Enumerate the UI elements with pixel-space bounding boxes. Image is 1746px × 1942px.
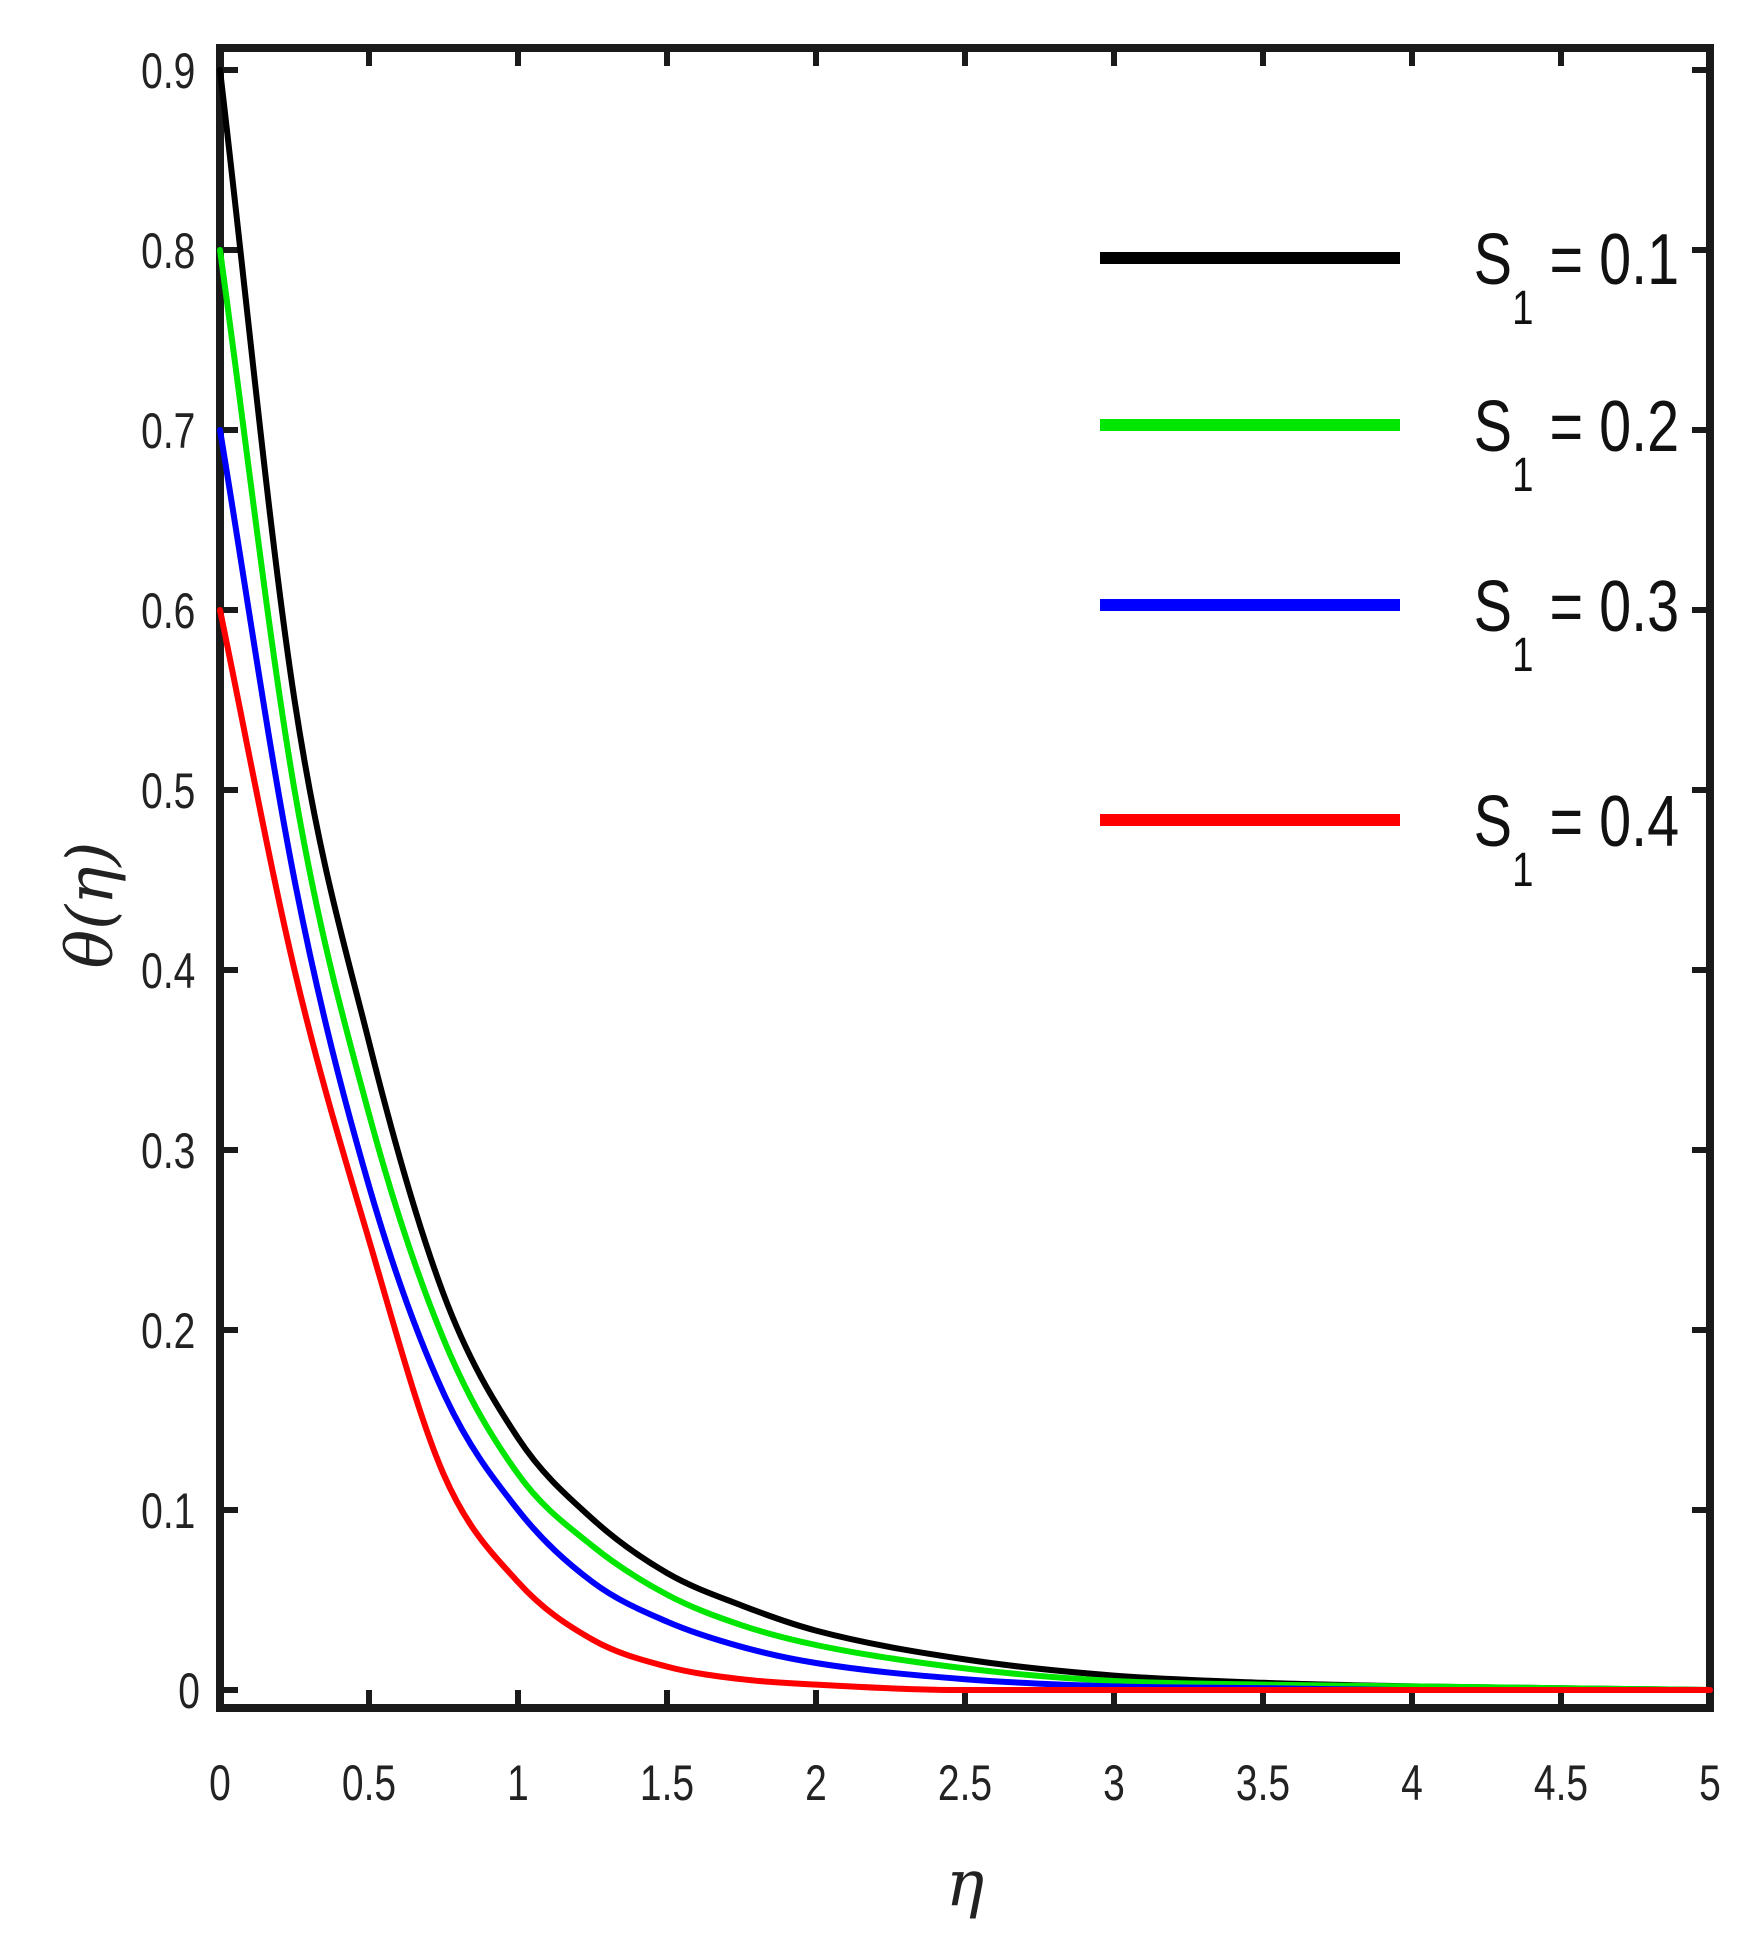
series-line-2 (217, 247, 1713, 1693)
x-tick-label: 1 (507, 1754, 529, 1811)
y-ticks: 0 0.1 0.2 0.3 0.4 0.5 0.6 0.7 0.8 0.9 (141, 42, 1710, 1719)
y-tick-label: 0.4 (141, 942, 195, 999)
plot-frame (216, 44, 1714, 1712)
x-tick-label: 0 (209, 1754, 231, 1811)
legend-label-4: S1 = 0.4 (1474, 781, 1679, 897)
x-tick-label: 5 (1699, 1754, 1721, 1811)
legend-label-3: S1 = 0.3 (1474, 566, 1679, 682)
legend: S1 = 0.1 S1 = 0.2 S1 = 0.3 S1 = 0.4 (1100, 219, 1679, 897)
series-line-4 (217, 607, 1713, 1694)
legend-label-1: S1 = 0.1 (1474, 219, 1679, 335)
legend-label-2: S1 = 0.2 (1474, 386, 1679, 502)
x-tick-label: 2.5 (938, 1754, 992, 1811)
y-tick-label: 0.2 (141, 1302, 195, 1359)
x-tick-label: 1.5 (640, 1754, 694, 1811)
x-ticks: 0 0.5 1 1.5 2 2.5 3 3.5 4 4.5 5 (209, 48, 1721, 1811)
y-tick-label: 0.8 (141, 222, 195, 279)
y-tick-label: 0 (178, 1662, 200, 1719)
x-tick-label: 4.5 (1534, 1754, 1588, 1811)
x-tick-label: 2 (805, 1754, 827, 1811)
y-axis-label: θ(η) (54, 842, 128, 969)
x-axis-label: η (946, 1847, 984, 1921)
y-tick-label: 0.7 (141, 402, 195, 459)
data-curves (217, 67, 1713, 1694)
x-tick-label: 3 (1103, 1754, 1125, 1811)
y-tick-label: 0.6 (141, 582, 195, 639)
y-tick-label: 0.3 (141, 1122, 195, 1179)
x-tick-label: 0.5 (342, 1754, 396, 1811)
x-tick-label: 4 (1401, 1754, 1423, 1811)
y-tick-label: 0.1 (141, 1482, 195, 1539)
y-tick-label: 0.9 (141, 42, 195, 99)
y-tick-label: 0.5 (141, 762, 195, 819)
x-tick-label: 3.5 (1236, 1754, 1290, 1811)
